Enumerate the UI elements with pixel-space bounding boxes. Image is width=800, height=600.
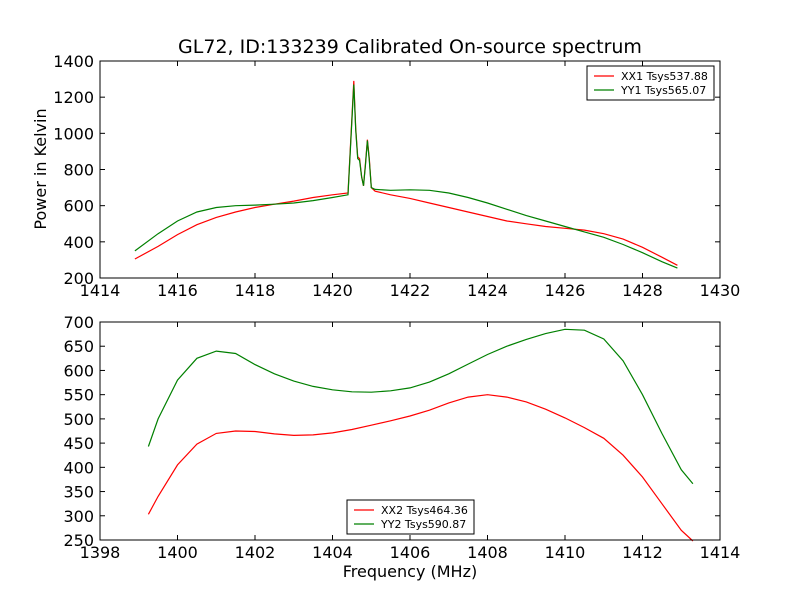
x-tick-label: 1414 [700, 543, 741, 562]
y-tick-label: 400 [63, 458, 94, 477]
x-tick-label: 1404 [312, 543, 353, 562]
legend-box [346, 499, 475, 535]
y-tick-label: 200 [63, 269, 94, 288]
y-tick-label: 250 [63, 531, 94, 550]
y-tick-label: 600 [63, 197, 94, 216]
y-tick-label: 700 [63, 313, 94, 332]
legend-box [586, 65, 715, 101]
legend-label: YY1 Tsys565.07 [620, 84, 706, 97]
series-line-1 [147, 394, 694, 542]
x-tick-label: 1414 [80, 281, 121, 300]
spectrum-plot-top: 1414 1416 1418 1420 1422 1424 1426 1428 1430 200 4… [53, 52, 740, 300]
x-tick-label: 1410 [545, 543, 586, 562]
chart-title: GL72, ID:133239 Calibrated On-source spe… [178, 36, 642, 58]
x-tick-label: 1400 [157, 543, 198, 562]
y-tick-label: 500 [63, 410, 94, 429]
y-tick-label: 400 [63, 233, 94, 252]
x-tick-label: 1420 [312, 281, 353, 300]
y-tick-label: 800 [63, 161, 94, 180]
x-tick-label: 1416 [157, 281, 198, 300]
legend-label: XX1 Tsys537.88 [621, 70, 708, 83]
y-tick-label: 650 [63, 337, 94, 356]
x-tick-label: 1422 [390, 281, 431, 300]
x-tick-label: 1430 [700, 281, 741, 300]
x-tick-label: 1406 [390, 543, 431, 562]
x-tick-label: 1402 [235, 543, 276, 562]
x-tick-label: 1412 [622, 543, 663, 562]
x-tick-label: 1408 [467, 543, 508, 562]
series-line-2 [134, 84, 678, 269]
spectrum-plot-bottom: 1398 1400 1402 1404 1406 1408 1410 1412 1414 250 3… [63, 313, 740, 562]
x-tick-label: 1428 [622, 281, 663, 300]
y-tick-label: 350 [63, 483, 94, 502]
y-tick-label: 550 [63, 386, 94, 405]
x-tick-label: 1424 [467, 281, 508, 300]
y-tick-label: 1200 [53, 88, 94, 107]
legend-label: YY2 Tsys590.87 [380, 518, 466, 531]
y-tick-label: 1400 [53, 52, 94, 71]
x-tick-label: 1426 [545, 281, 586, 300]
x-axis-label-bottom: Frequency (MHz) [343, 562, 477, 581]
y-tick-label: 450 [63, 434, 94, 453]
y-axis-label-top: Power in Kelvin [31, 108, 50, 229]
y-tick-label: 1000 [53, 124, 94, 143]
y-tick-label: 300 [63, 507, 94, 526]
x-tick-label: 1398 [80, 543, 121, 562]
series-line-2 [147, 328, 694, 485]
series-line-1 [134, 80, 678, 266]
y-tick-label: 600 [63, 361, 94, 380]
legend-label: XX2 Tsys464.36 [381, 504, 468, 517]
x-tick-label: 1418 [235, 281, 276, 300]
